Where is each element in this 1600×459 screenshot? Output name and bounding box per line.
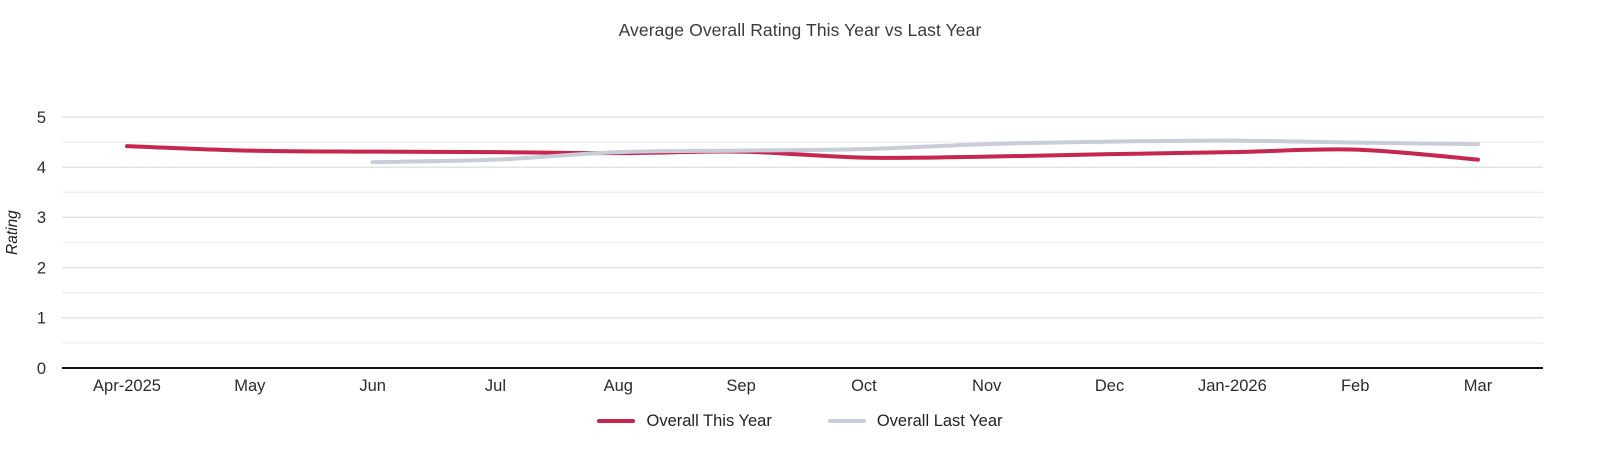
x-tick-label: Jul xyxy=(485,377,506,395)
x-tick-label: Feb xyxy=(1341,377,1369,395)
x-tick-label: Jun xyxy=(359,377,386,395)
x-tick-label: Dec xyxy=(1095,377,1124,395)
legend-swatch-overall-this-year xyxy=(597,418,636,424)
x-tick-label: Oct xyxy=(851,377,877,395)
legend-label: Overall Last Year xyxy=(876,411,1003,430)
x-tick-label: Apr-2025 xyxy=(93,377,161,395)
legend-label: Overall This Year xyxy=(646,411,772,430)
x-tick-label: Nov xyxy=(972,377,1002,395)
series-line-overall-last-year xyxy=(370,138,1480,165)
y-tick-label: 4 xyxy=(37,159,46,177)
series-line-overall-this-year xyxy=(125,144,1480,162)
x-tick-label: Aug xyxy=(604,377,633,395)
y-tick-label: 1 xyxy=(37,310,46,328)
x-tick-label: Sep xyxy=(726,377,755,395)
legend-swatch-overall-last-year xyxy=(827,418,866,424)
legend: Overall This Year Overall Last Year xyxy=(0,407,1600,435)
y-tick-label: 3 xyxy=(37,209,46,227)
legend-item-overall-last-year[interactable]: Overall Last Year xyxy=(827,411,1003,431)
legend-item-overall-this-year[interactable]: Overall This Year xyxy=(597,411,772,431)
y-tick-label: 2 xyxy=(37,259,46,277)
x-tick-label: Jan-2026 xyxy=(1198,377,1267,395)
y-tick-label: 5 xyxy=(37,109,46,127)
x-tick-label: May xyxy=(234,377,266,395)
y-tick-label: 0 xyxy=(37,360,46,378)
x-tick-label: Mar xyxy=(1464,377,1493,395)
chart-title: Average Overall Rating This Year vs Last… xyxy=(618,20,982,40)
